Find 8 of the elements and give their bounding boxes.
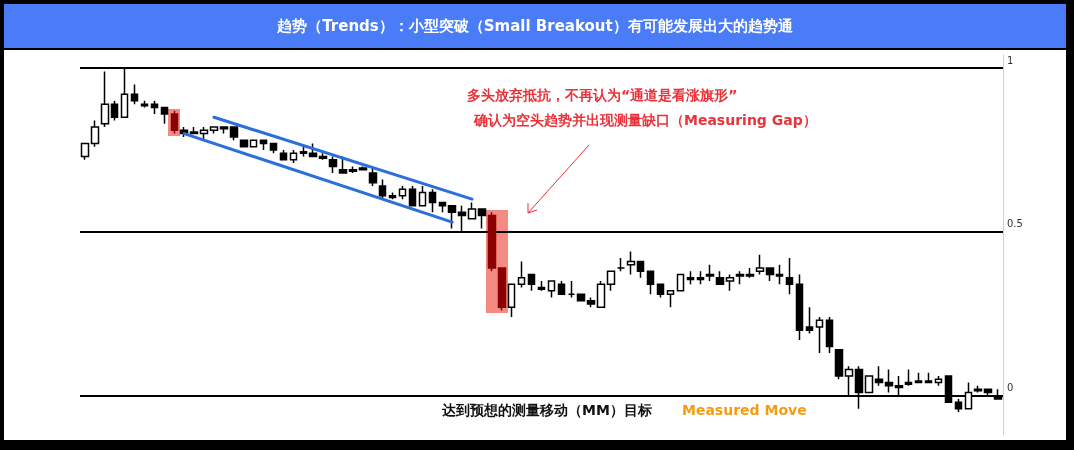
y-tick-label: 0: [1007, 382, 1014, 394]
chart-title: 趋势（Trends）：小型突破（Small Breakout）有可能发展出大的趋势通: [4, 4, 1066, 48]
y-tick-label: 1: [1007, 54, 1014, 66]
y-tick-label: 0.5: [1007, 218, 1023, 230]
annotation: Measured Move: [682, 402, 807, 418]
annotation: 达到预想的测量移动（MM）目标: [441, 402, 652, 418]
annotation: 确认为空头趋势并出现测量缺口（Measuring Gap）: [473, 112, 817, 128]
annotation: 多头放弃抵抗，不再认为“通道是看涨旗形”: [467, 87, 738, 103]
